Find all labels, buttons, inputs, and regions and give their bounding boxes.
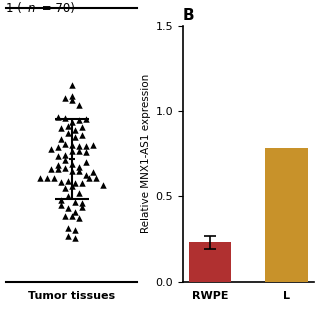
Point (66, 124, 71, 129)
Point (90, 142, 95, 147)
Point (59, 197, 64, 202)
Point (69, 119, 74, 124)
Point (73, 199, 78, 204)
Bar (266, 148, 308, 282)
Point (69, 93, 74, 99)
Point (66, 131, 71, 136)
Point (62, 115, 67, 120)
Point (80, 124, 85, 129)
Point (83, 172, 88, 177)
Point (44, 175, 50, 180)
Point (62, 96, 67, 101)
Point (66, 193, 71, 198)
Point (76, 216, 81, 221)
Point (66, 205, 71, 211)
Point (101, 182, 106, 188)
Point (76, 144, 81, 149)
Point (73, 127, 78, 132)
Point (52, 175, 57, 180)
Point (83, 116, 88, 122)
Point (76, 102, 81, 108)
Point (62, 213, 67, 218)
Point (73, 210, 78, 215)
Point (83, 159, 88, 164)
Point (48, 147, 53, 152)
Point (69, 143, 74, 148)
Point (76, 169, 81, 174)
Point (73, 135, 78, 140)
Point (69, 148, 74, 153)
Point (90, 169, 95, 174)
Point (73, 227, 78, 232)
Text: B: B (183, 8, 195, 23)
Point (76, 117, 81, 123)
Point (76, 190, 81, 195)
Point (48, 166, 53, 171)
Point (80, 201, 85, 206)
Point (69, 98, 74, 103)
Point (37, 175, 43, 180)
Point (59, 203, 64, 208)
Point (69, 82, 74, 87)
Point (73, 181, 78, 186)
Point (69, 161, 74, 166)
Text: 1 (: 1 ( (6, 2, 22, 15)
Bar (189, 242, 231, 282)
Point (76, 149, 81, 154)
Point (73, 235, 78, 240)
Point (69, 184, 74, 189)
Y-axis label: Relative MNX1-AS1 expression: Relative MNX1-AS1 expression (141, 74, 151, 233)
Point (62, 166, 67, 171)
Point (55, 144, 60, 149)
Point (62, 152, 67, 157)
Point (59, 179, 64, 184)
Point (66, 233, 71, 238)
Point (62, 186, 67, 191)
Point (59, 126, 64, 131)
Point (94, 176, 99, 181)
Point (55, 162, 60, 167)
Point (80, 181, 85, 186)
Point (69, 168, 74, 173)
Point (80, 132, 85, 137)
Point (69, 214, 74, 219)
Text: = 70): = 70) (38, 2, 75, 15)
Point (59, 137, 64, 142)
Point (62, 157, 67, 162)
Point (87, 175, 92, 180)
Point (83, 143, 88, 148)
Point (83, 150, 88, 155)
Point (55, 154, 60, 159)
Text: n: n (27, 2, 35, 15)
Point (62, 141, 67, 147)
Point (55, 166, 60, 171)
Point (66, 179, 71, 184)
Point (66, 226, 71, 231)
Point (76, 164, 81, 169)
Point (55, 114, 60, 119)
Point (80, 204, 85, 210)
